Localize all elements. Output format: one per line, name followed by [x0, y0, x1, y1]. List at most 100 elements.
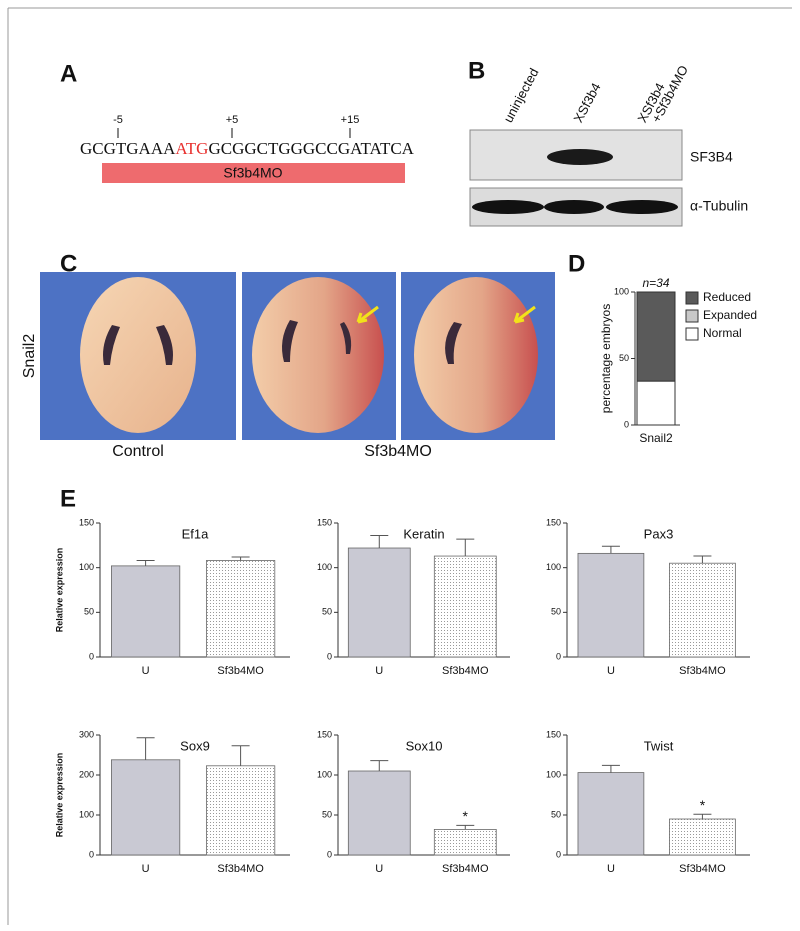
y-tick-label: 0	[327, 651, 332, 661]
legend-swatch	[685, 327, 699, 341]
y-tick-label: 0	[556, 651, 561, 661]
panel-label: B	[468, 57, 485, 84]
bar	[347, 770, 411, 856]
in-situ-images	[40, 272, 555, 440]
chart-title: Twist	[644, 738, 674, 753]
chart-title: Pax3	[644, 526, 674, 541]
y-tick-label: 150	[317, 729, 332, 739]
lane-label: uninjected	[500, 66, 541, 125]
y-tick-label: 100	[79, 809, 94, 819]
chart-title: Sox10	[406, 738, 443, 753]
x-tick-label: U	[607, 863, 615, 875]
lane-label: XSf3b4	[570, 80, 603, 125]
y-tick-label: 100	[79, 562, 94, 572]
bar	[111, 565, 181, 658]
error-bar	[601, 545, 620, 554]
y-tick-label: 0	[556, 849, 561, 859]
position-label: +5	[226, 114, 239, 126]
sequence-part: GCGTGAAA	[80, 139, 176, 158]
y-tick-label: 0	[89, 651, 94, 661]
y-tick-label: 100	[546, 562, 561, 572]
y-tick-label: 150	[546, 729, 561, 739]
error-bar	[136, 737, 155, 760]
y-tick-label: 50	[322, 607, 332, 617]
y-tick-label: 50	[619, 353, 629, 363]
bar	[111, 759, 181, 856]
blot-row-label: SF3B4	[690, 149, 733, 165]
x-tick-label: Snail2	[639, 431, 673, 445]
bar	[433, 555, 497, 658]
bar-segment	[636, 291, 676, 382]
y-tick-label: 150	[79, 517, 94, 527]
error-bar	[231, 556, 250, 561]
panel-label: C	[60, 250, 77, 277]
y-tick-label: 150	[546, 517, 561, 527]
western-blot	[469, 129, 683, 227]
panel-label: D	[568, 250, 585, 277]
y-tick-label: 50	[84, 607, 94, 617]
y-tick-label: 150	[317, 517, 332, 527]
x-tick-label: Sf3b4MO	[679, 665, 726, 677]
annotation: n=34	[642, 276, 669, 290]
panel-label: E	[60, 485, 76, 512]
x-tick-label: U	[375, 863, 383, 875]
legend-label: Reduced	[703, 290, 751, 304]
significance: *	[700, 797, 706, 813]
y-axis-label: Relative expression	[54, 753, 64, 838]
x-tick-label: Sf3b4MO	[442, 665, 489, 677]
sequence-part: GCGGCTGGGCCGATATCA	[208, 139, 414, 158]
x-tick-label: U	[607, 665, 615, 677]
legend-swatch	[685, 309, 699, 323]
error-bar	[456, 824, 475, 830]
bar	[205, 765, 276, 856]
bar	[347, 547, 411, 658]
bar	[669, 818, 736, 856]
y-tick-label: 200	[79, 769, 94, 779]
x-tick-label: U	[142, 863, 150, 875]
panel-label: A	[60, 60, 77, 87]
x-tick-label: Sf3b4MO	[217, 665, 264, 677]
error-bar	[693, 813, 712, 819]
error-bar	[693, 555, 712, 564]
y-tick-label: 100	[614, 286, 629, 296]
y-axis-label: Relative expression	[54, 548, 64, 633]
chart-title: Keratin	[403, 526, 444, 541]
chart-title: Ef1a	[182, 526, 210, 541]
y-tick-label: 100	[317, 562, 332, 572]
x-tick-label: Sf3b4MO	[442, 863, 489, 875]
bar	[577, 772, 645, 856]
bar	[205, 560, 276, 658]
position-label: -5	[113, 114, 123, 126]
error-bar	[370, 535, 389, 549]
bar-segment	[636, 380, 676, 426]
bar	[433, 829, 497, 856]
y-tick-label: 0	[89, 849, 94, 859]
legend-swatch	[685, 291, 699, 305]
error-bar	[231, 745, 250, 766]
x-tick-label: U	[142, 665, 150, 677]
chart-title: Sox9	[180, 738, 210, 753]
sequence-part: ATG	[175, 139, 208, 158]
y-tick-label: 300	[79, 729, 94, 739]
bar	[577, 552, 645, 658]
marker-label: Snail2	[21, 334, 38, 379]
y-tick-label: 100	[317, 769, 332, 779]
y-tick-label: 0	[624, 419, 629, 429]
position-label: +15	[341, 114, 360, 126]
error-bar	[136, 560, 155, 566]
group-label: Sf3b4MO	[364, 443, 432, 460]
legend-label: Normal	[703, 326, 742, 340]
x-tick-label: Sf3b4MO	[217, 863, 264, 875]
group-label: Control	[112, 443, 164, 460]
frame	[7, 7, 792, 925]
error-bar	[601, 764, 620, 773]
error-bar	[456, 538, 475, 557]
legend-label: Expanded	[703, 308, 757, 322]
blot-row-label: α-Tubulin	[690, 198, 748, 214]
y-tick-label: 50	[551, 809, 561, 819]
error-bar	[370, 760, 389, 771]
y-axis-label: percentage embryos	[599, 304, 613, 413]
y-tick-label: 50	[322, 809, 332, 819]
